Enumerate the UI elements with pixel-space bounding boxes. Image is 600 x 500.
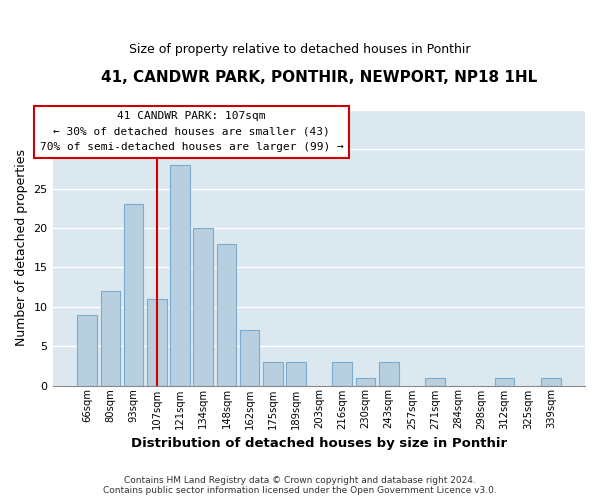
Y-axis label: Number of detached properties: Number of detached properties <box>15 149 28 346</box>
Bar <box>147 299 167 386</box>
Title: 41, CANDWR PARK, PONTHIR, NEWPORT, NP18 1HL: 41, CANDWR PARK, PONTHIR, NEWPORT, NP18 … <box>101 70 537 85</box>
Bar <box>332 362 352 386</box>
X-axis label: Distribution of detached houses by size in Ponthir: Distribution of detached houses by size … <box>131 437 507 450</box>
Bar <box>101 291 121 386</box>
Bar <box>356 378 376 386</box>
Bar <box>193 228 213 386</box>
Bar <box>77 314 97 386</box>
Text: Contains HM Land Registry data © Crown copyright and database right 2024.: Contains HM Land Registry data © Crown c… <box>124 476 476 485</box>
Text: 41 CANDWR PARK: 107sqm
← 30% of detached houses are smaller (43)
70% of semi-det: 41 CANDWR PARK: 107sqm ← 30% of detached… <box>40 111 343 152</box>
Bar <box>170 165 190 386</box>
Bar <box>240 330 259 386</box>
Bar <box>379 362 398 386</box>
Text: Size of property relative to detached houses in Ponthir: Size of property relative to detached ho… <box>129 42 471 56</box>
Bar <box>263 362 283 386</box>
Bar <box>286 362 306 386</box>
Text: Contains public sector information licensed under the Open Government Licence v3: Contains public sector information licen… <box>103 486 497 495</box>
Bar <box>425 378 445 386</box>
Bar <box>541 378 561 386</box>
Bar <box>495 378 514 386</box>
Bar <box>124 204 143 386</box>
Bar <box>217 244 236 386</box>
